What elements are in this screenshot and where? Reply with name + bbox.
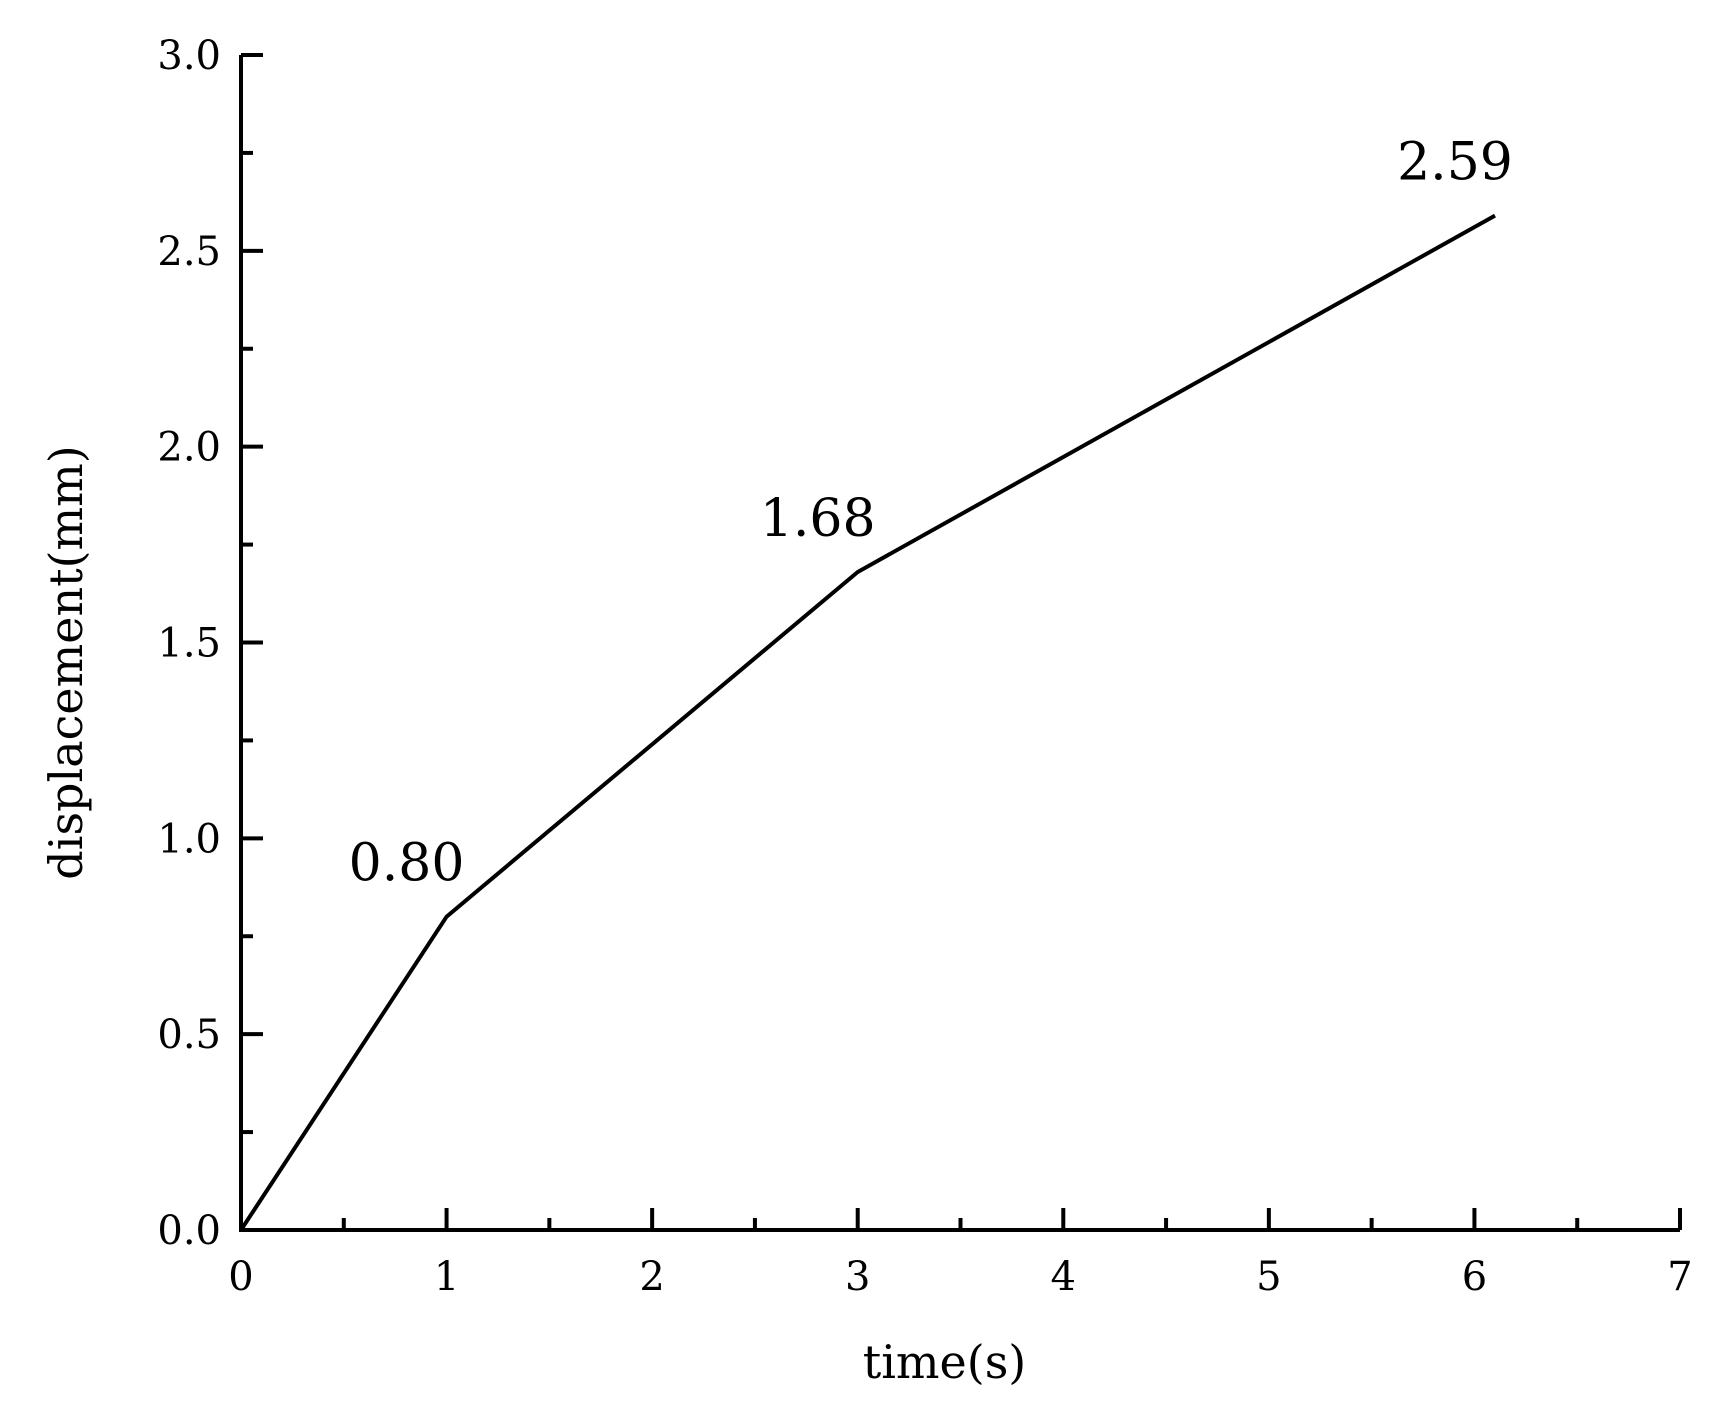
data-label: 1.68 [760,489,876,549]
data-labels: 0.80 1.68 2.59 [349,133,1513,894]
x-tick-label: 1 [434,1254,459,1300]
x-tick-label: 0 [228,1254,253,1300]
y-tick-label: 3.0 [157,33,221,79]
y-tick-label: 1.5 [157,621,221,667]
series-layer [239,213,1496,1232]
x-tick-label: 6 [1462,1254,1487,1300]
x-tick-label: 5 [1256,1254,1281,1300]
axes-frame [239,55,1680,1232]
x-tick-label: 7 [1667,1254,1692,1300]
x-axis-ticks: 0 1 2 3 4 5 6 7 [228,1208,1693,1300]
y-tick-label: 2.0 [157,425,221,471]
y-axis-ticks: 0.0 0.5 1.0 1.5 2.0 2.5 3.0 [157,33,263,1254]
data-label: 0.80 [349,834,465,894]
x-tick-label: 2 [639,1254,664,1300]
x-tick-label: 4 [1051,1254,1076,1300]
y-tick-label: 0.5 [157,1012,221,1058]
y-tick-label: 1.0 [157,816,221,862]
x-axis-title: time(s) [863,1335,1027,1389]
y-tick-label: 2.5 [157,229,221,275]
y-axis-title: displacement(mm) [39,445,93,879]
y-tick-label: 0.0 [157,1208,221,1254]
data-label: 2.59 [1397,133,1513,193]
series-line [239,213,1496,1232]
x-tick-label: 3 [845,1254,870,1300]
